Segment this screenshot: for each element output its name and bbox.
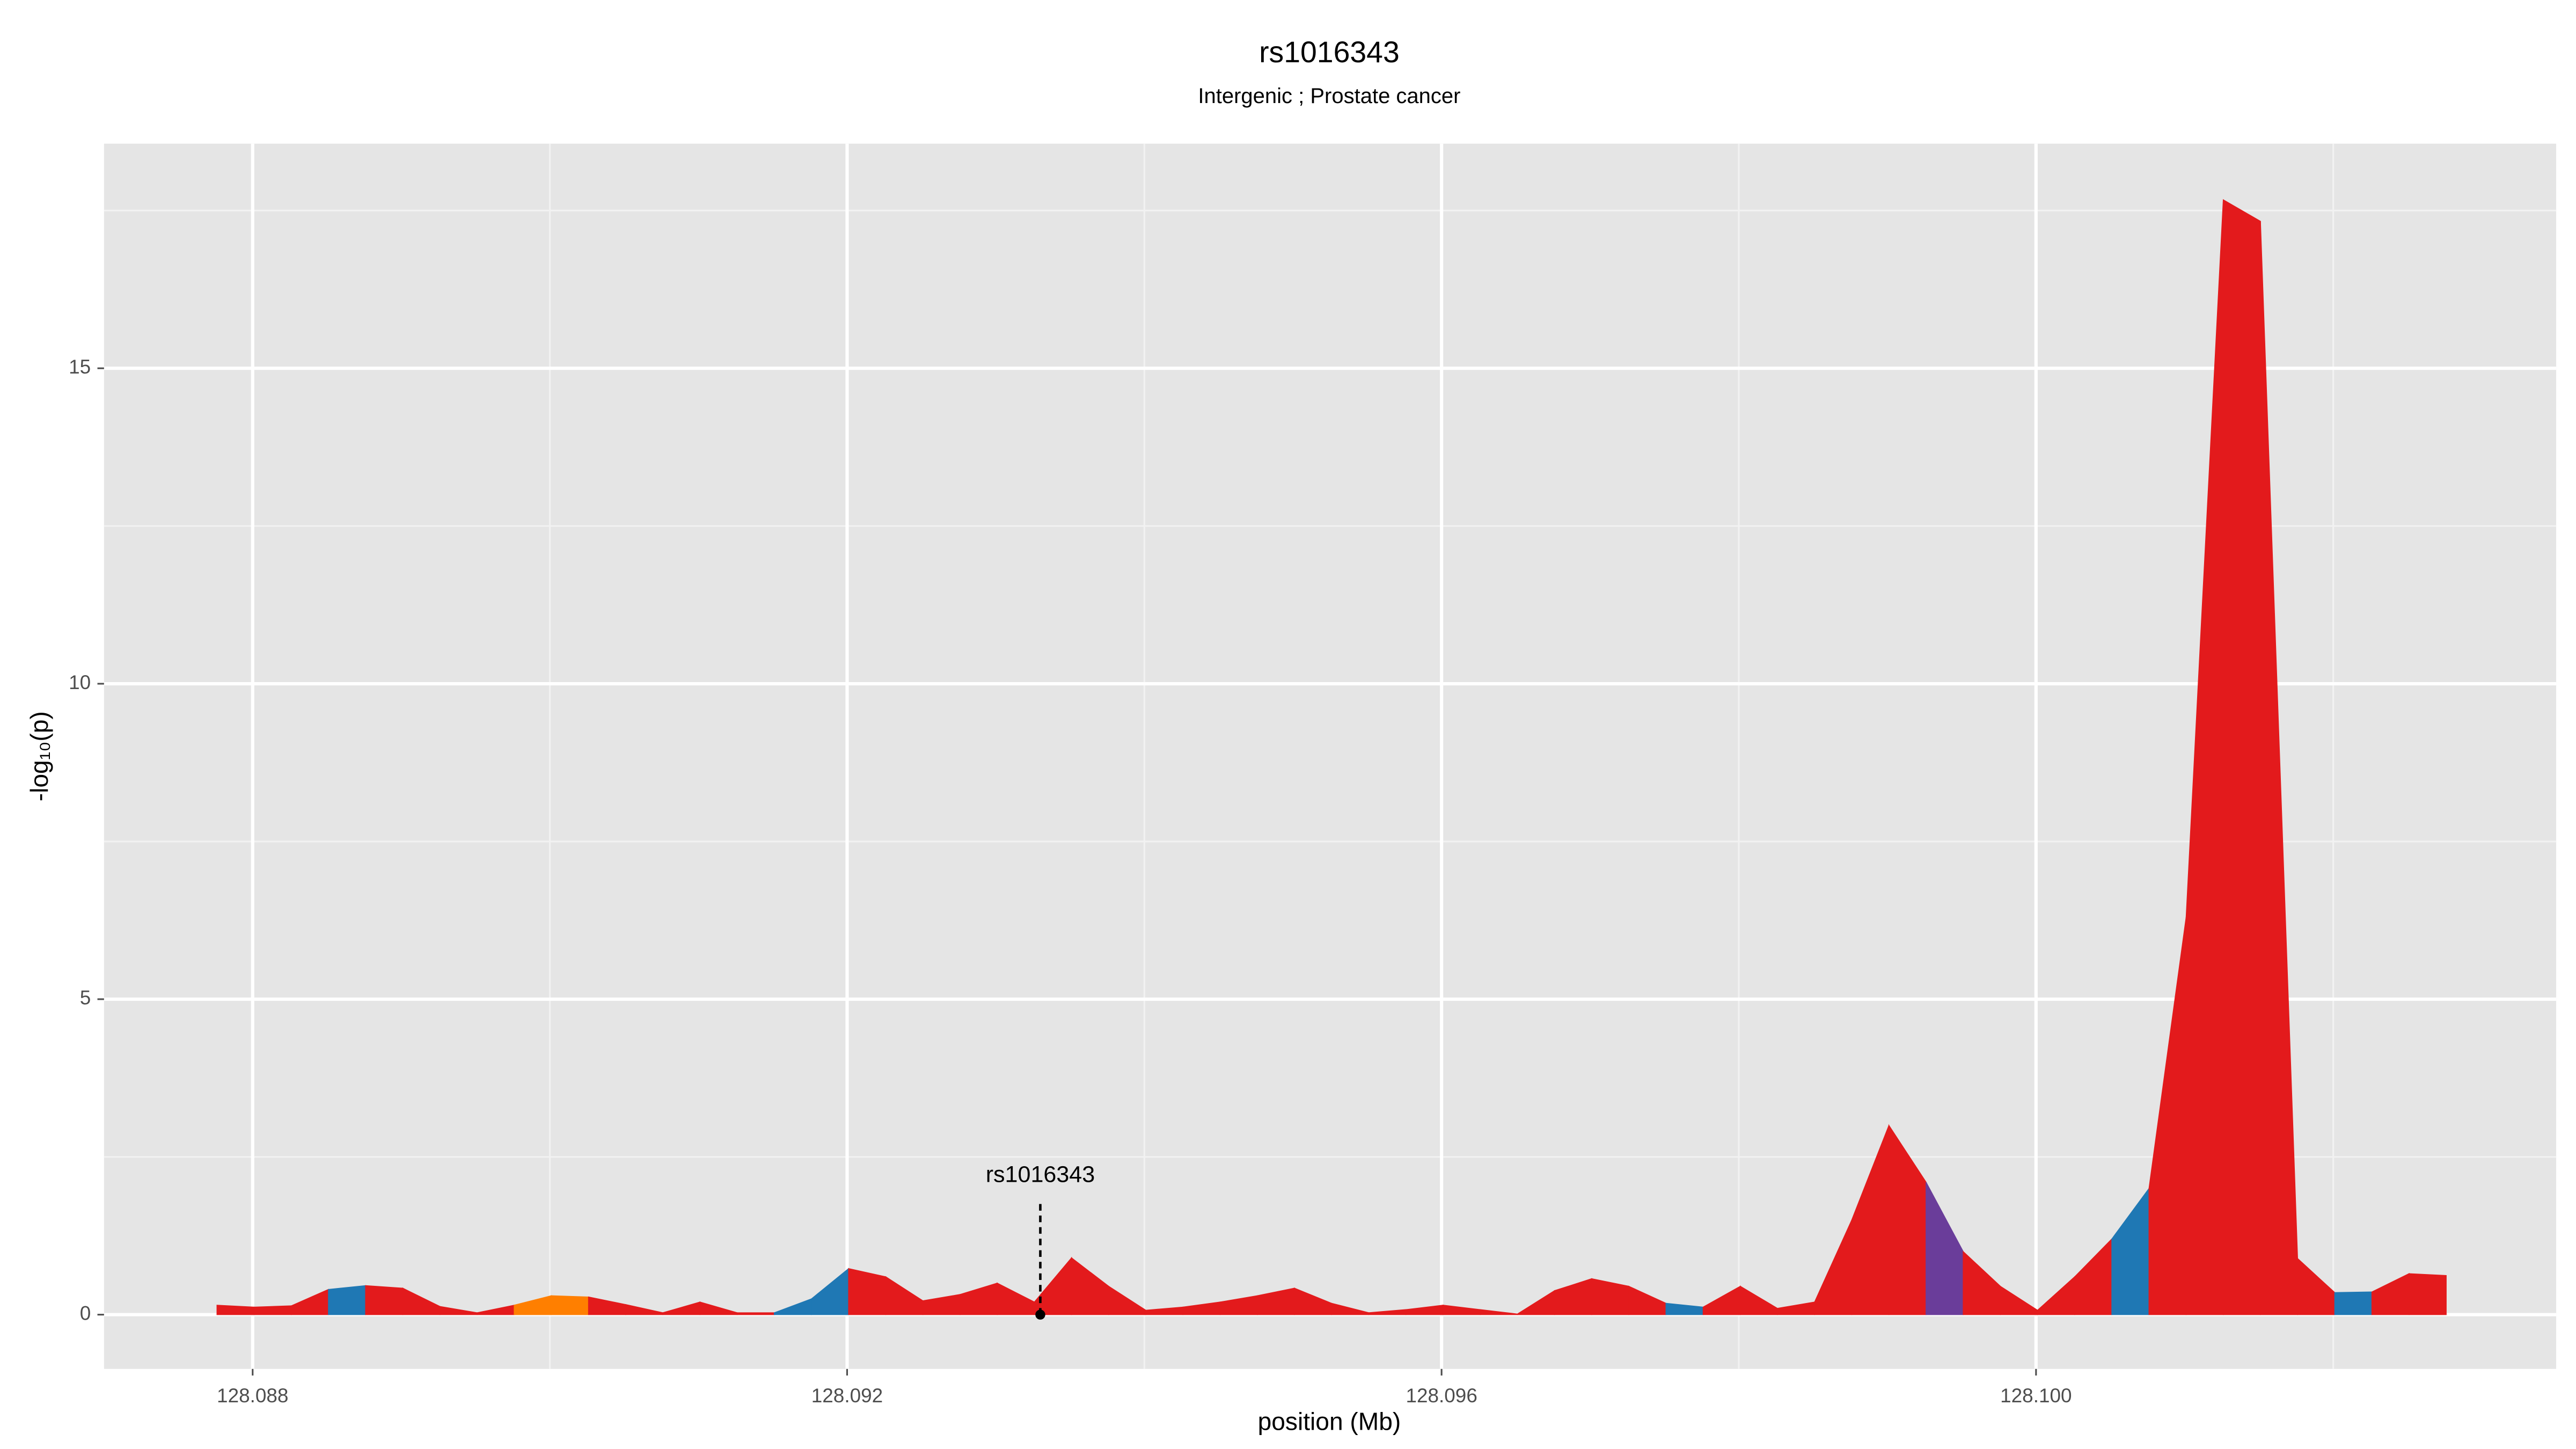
y-tick-label: 10 — [69, 671, 91, 693]
chart-subtitle: Intergenic ; Prostate cancer — [1198, 84, 1460, 108]
area-segment — [328, 1285, 366, 1315]
panel — [104, 143, 2557, 1369]
x-tick-label: 128.100 — [2000, 1385, 2072, 1407]
annotation-point — [1035, 1309, 1045, 1320]
x-tick-label: 128.092 — [811, 1385, 883, 1407]
x-tick-label: 128.088 — [217, 1385, 288, 1407]
area-segment — [848, 1268, 887, 1315]
y-tick-label: 15 — [69, 356, 91, 378]
area-segment — [253, 1305, 292, 1315]
area-segment — [551, 1295, 589, 1315]
x-axis-label: position (Mb) — [1258, 1407, 1401, 1435]
y-axis-label: -log₁₀(p) — [25, 711, 53, 801]
chart-title: rs1016343 — [1259, 35, 1400, 69]
x-tick-label: 128.096 — [1406, 1385, 1477, 1407]
area-segment — [2409, 1273, 2447, 1315]
axes: 128.088 128.092 128.096 128.100 0 5 10 15 rs1016… — [69, 356, 2072, 1407]
area-segment — [2223, 199, 2261, 1315]
annotation-label: rs1016343 — [986, 1162, 1095, 1188]
area-segment — [365, 1285, 404, 1315]
area-segment — [216, 1305, 255, 1315]
area-segment — [2334, 1291, 2373, 1315]
area — [216, 199, 2447, 1315]
y-tick-label: 5 — [80, 987, 91, 1009]
y-tick-label: 0 — [80, 1302, 91, 1324]
grid — [104, 143, 2557, 1369]
area-segment — [736, 1312, 775, 1315]
